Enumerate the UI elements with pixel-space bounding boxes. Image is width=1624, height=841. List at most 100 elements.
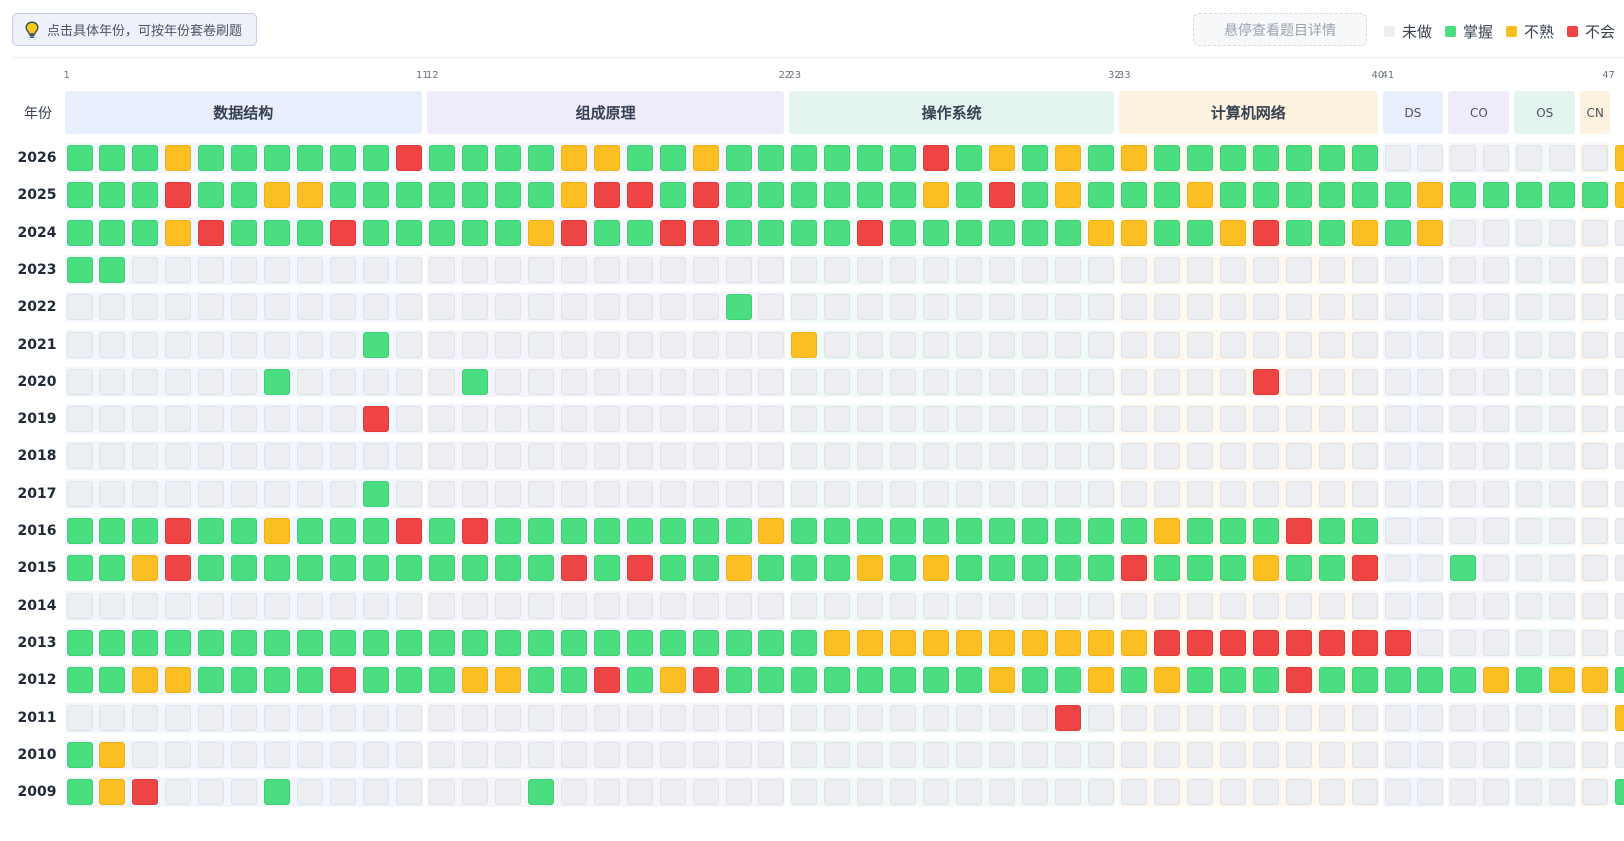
- question-cell[interactable]: [824, 256, 851, 283]
- question-cell[interactable]: [66, 592, 93, 619]
- question-cell[interactable]: [593, 368, 620, 395]
- question-cell[interactable]: [66, 667, 93, 694]
- question-cell[interactable]: [198, 779, 225, 806]
- question-cell[interactable]: [791, 182, 818, 209]
- question-cell[interactable]: [99, 592, 126, 619]
- question-cell[interactable]: [527, 331, 554, 358]
- question-cell[interactable]: [857, 443, 884, 470]
- question-cell[interactable]: [692, 629, 719, 656]
- question-cell[interactable]: [1318, 406, 1345, 433]
- question-cell[interactable]: [923, 592, 950, 619]
- question-cell[interactable]: [989, 779, 1016, 806]
- question-cell[interactable]: [396, 331, 422, 358]
- question-cell[interactable]: [1285, 555, 1312, 582]
- question-cell[interactable]: [1252, 555, 1279, 582]
- question-cell[interactable]: [1417, 256, 1444, 283]
- question-cell[interactable]: [1582, 256, 1609, 283]
- question-cell[interactable]: [1186, 294, 1213, 321]
- question-cell[interactable]: [1055, 145, 1081, 171]
- question-cell[interactable]: [66, 294, 93, 321]
- question-cell[interactable]: [1285, 704, 1312, 731]
- question-cell[interactable]: [428, 256, 455, 283]
- question-cell[interactable]: [99, 629, 126, 656]
- question-cell[interactable]: [1483, 592, 1510, 619]
- question-cell[interactable]: [956, 592, 983, 619]
- question-cell[interactable]: [1055, 406, 1081, 433]
- question-cell[interactable]: [1055, 518, 1081, 544]
- question-cell[interactable]: [659, 480, 686, 507]
- question-cell[interactable]: [1055, 555, 1081, 582]
- question-cell[interactable]: [1549, 741, 1576, 768]
- question-cell[interactable]: [198, 406, 225, 433]
- question-cell[interactable]: [1483, 145, 1510, 171]
- question-cell[interactable]: [1450, 368, 1477, 395]
- question-cell[interactable]: [758, 704, 785, 731]
- year-label-2023[interactable]: 2023: [17, 261, 57, 278]
- question-cell[interactable]: [791, 331, 818, 358]
- question-cell[interactable]: [890, 406, 917, 433]
- question-cell[interactable]: [989, 629, 1016, 656]
- question-cell[interactable]: [1384, 629, 1411, 656]
- question-cell[interactable]: [132, 779, 159, 806]
- question-cell[interactable]: [1120, 219, 1147, 246]
- question-cell[interactable]: [132, 256, 159, 283]
- question-cell[interactable]: [165, 555, 192, 582]
- question-cell[interactable]: [1582, 480, 1609, 507]
- question-cell[interactable]: [132, 294, 159, 321]
- question-cell[interactable]: [824, 294, 851, 321]
- question-cell[interactable]: [1582, 443, 1609, 470]
- year-label-2012[interactable]: 2012: [17, 672, 57, 689]
- question-cell[interactable]: [725, 592, 752, 619]
- question-cell[interactable]: [99, 368, 126, 395]
- question-cell[interactable]: [1582, 219, 1609, 246]
- question-cell[interactable]: [428, 779, 455, 806]
- question-cell[interactable]: [330, 779, 357, 806]
- question-cell[interactable]: [1450, 518, 1477, 544]
- question-cell[interactable]: [494, 256, 521, 283]
- question-cell[interactable]: [923, 779, 950, 806]
- question-cell[interactable]: [363, 294, 390, 321]
- question-cell[interactable]: [659, 219, 686, 246]
- question-cell[interactable]: [297, 518, 324, 544]
- question-cell[interactable]: [1186, 145, 1213, 171]
- question-cell[interactable]: [1549, 779, 1576, 806]
- question-cell[interactable]: [626, 443, 653, 470]
- question-cell[interactable]: [1318, 294, 1345, 321]
- question-cell[interactable]: [1219, 219, 1246, 246]
- question-cell[interactable]: [363, 368, 390, 395]
- question-cell[interactable]: [527, 629, 554, 656]
- question-cell[interactable]: [1351, 779, 1378, 806]
- question-cell[interactable]: [989, 256, 1016, 283]
- question-cell[interactable]: [1219, 294, 1246, 321]
- question-cell[interactable]: [1252, 406, 1279, 433]
- question-cell[interactable]: [1219, 443, 1246, 470]
- question-cell[interactable]: [857, 480, 884, 507]
- question-cell[interactable]: [626, 294, 653, 321]
- question-cell[interactable]: [923, 480, 950, 507]
- question-cell[interactable]: [165, 443, 192, 470]
- question-cell[interactable]: [1055, 219, 1081, 246]
- question-cell[interactable]: [165, 629, 192, 656]
- question-cell[interactable]: [264, 182, 291, 209]
- question-cell[interactable]: [1087, 667, 1114, 694]
- question-cell[interactable]: [1087, 331, 1114, 358]
- question-cell[interactable]: [1285, 145, 1312, 171]
- question-cell[interactable]: [1153, 704, 1180, 731]
- question-cell[interactable]: [1318, 741, 1345, 768]
- question-cell[interactable]: [857, 704, 884, 731]
- question-cell[interactable]: [1153, 294, 1180, 321]
- question-cell[interactable]: [1549, 406, 1576, 433]
- question-cell[interactable]: [824, 331, 851, 358]
- question-cell[interactable]: [494, 294, 521, 321]
- question-cell[interactable]: [132, 219, 159, 246]
- question-cell[interactable]: [1417, 741, 1444, 768]
- question-cell[interactable]: [725, 480, 752, 507]
- question-cell[interactable]: [1252, 741, 1279, 768]
- question-cell[interactable]: [1186, 779, 1213, 806]
- question-cell[interactable]: [99, 480, 126, 507]
- question-cell[interactable]: [1087, 256, 1114, 283]
- question-cell[interactable]: [956, 480, 983, 507]
- question-cell[interactable]: [626, 629, 653, 656]
- question-cell[interactable]: [297, 145, 324, 171]
- question-cell[interactable]: [1285, 779, 1312, 806]
